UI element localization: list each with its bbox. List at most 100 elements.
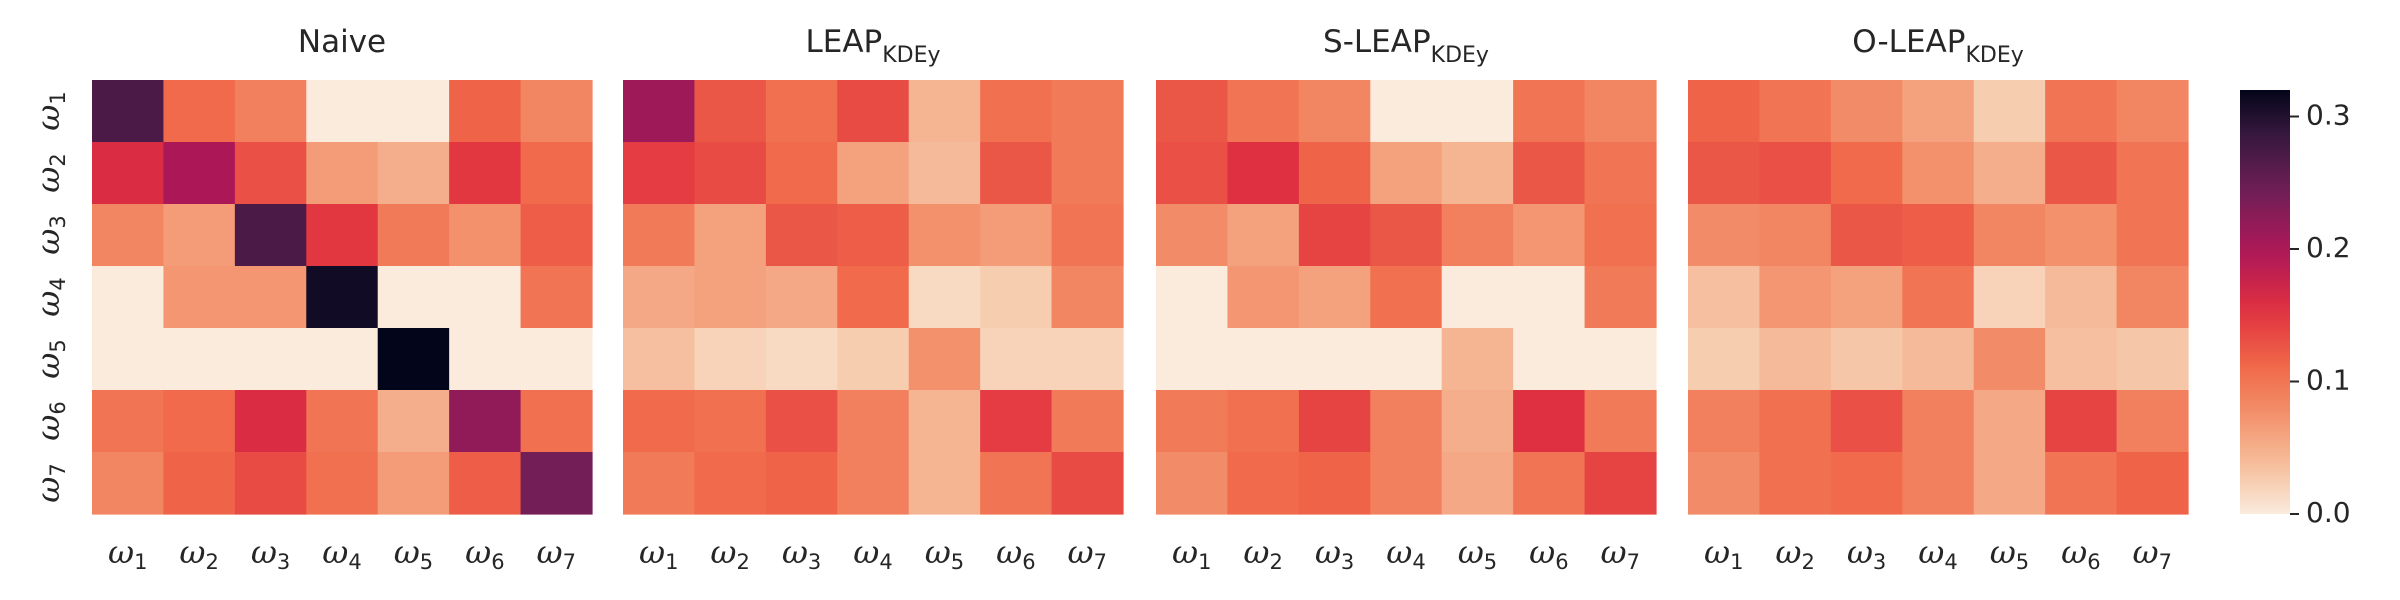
heatmap-cell (1370, 390, 1443, 453)
heatmap-cell (980, 266, 1053, 329)
panel-title: S-LEAPKDEy (1323, 24, 1489, 68)
heatmap-cell (980, 80, 1053, 143)
heatmap-cell (1759, 452, 1832, 515)
heatmap-cell (449, 80, 522, 143)
heatmap-cell (306, 80, 379, 143)
heatmap-cell (765, 328, 838, 391)
heatmap-cell (908, 142, 981, 205)
heatmap-cell (2045, 142, 2118, 205)
heatmap-cell (980, 390, 1053, 453)
heatmap-cell (163, 452, 236, 515)
heatmap-cell (1298, 452, 1371, 515)
colorbar-tick-label: 0.0 (2306, 496, 2351, 529)
heatmap-cell (1370, 266, 1443, 329)
heatmap-cell (623, 80, 696, 143)
heatmap-cell (92, 80, 165, 143)
heatmap-cell (1051, 142, 1124, 205)
heatmap-cell (2116, 452, 2189, 515)
heatmap-cell (1688, 80, 1761, 143)
heatmap-cell (377, 266, 450, 329)
x-tick-label: ω2 (1243, 533, 1282, 575)
heatmap-cell (234, 452, 307, 515)
heatmap-cell (449, 204, 522, 267)
heatmap-cell (623, 328, 696, 391)
x-tick-label: ω1 (1704, 533, 1743, 575)
heatmap-cell (908, 452, 981, 515)
heatmap-cell (306, 328, 379, 391)
panel-title: O-LEAPKDEy (1852, 24, 2024, 68)
heatmap-cell (2045, 266, 2118, 329)
heatmap-cell (1298, 204, 1371, 267)
heatmap-cell (163, 204, 236, 267)
heatmap-cell (1902, 328, 1975, 391)
heatmap-cell (837, 80, 910, 143)
heatmap-cell (837, 204, 910, 267)
heatmap-cell (694, 266, 767, 329)
x-tick-label: ω7 (1068, 533, 1107, 575)
x-tick-label: ω3 (251, 533, 290, 575)
heatmap-cell (306, 390, 379, 453)
heatmap-cell (623, 390, 696, 453)
colorbar-tick-label: 0.3 (2306, 99, 2351, 132)
heatmap-panel-2: LEAPKDEy ω1 ω2 ω3 ω4 ω5 ω6 ω7 (623, 24, 1124, 574)
heatmap-cell (1156, 80, 1229, 143)
heatmap-cell (1688, 142, 1761, 205)
heatmap-cell (1830, 142, 1903, 205)
heatmap-cell (520, 452, 593, 515)
heatmap-cell (1441, 452, 1514, 515)
heatmap-cell (1584, 80, 1657, 143)
heatmap-cell (1513, 328, 1586, 391)
y-tick-label: ω7 (29, 463, 71, 502)
heatmap-cell (520, 142, 593, 205)
heatmap-cell (1759, 204, 1832, 267)
heatmap-cell (1227, 390, 1300, 453)
heatmap-cell (765, 390, 838, 453)
heatmap-cell (1973, 80, 2046, 143)
heatmap-cell (377, 452, 450, 515)
heatmap-cell (377, 80, 450, 143)
heatmap-cell (306, 142, 379, 205)
heatmap-cell (1759, 328, 1832, 391)
heatmap-cell (520, 204, 593, 267)
heatmap-cell (163, 390, 236, 453)
heatmap-cell (2116, 266, 2189, 329)
heatmap-cell (1370, 328, 1443, 391)
heatmap-cell (765, 452, 838, 515)
x-tick-label: ω4 (322, 533, 361, 575)
heatmap-cell (1227, 204, 1300, 267)
heatmap-cell (2045, 204, 2118, 267)
heatmap-cell (1759, 390, 1832, 453)
heatmap-cell (1227, 142, 1300, 205)
x-tick-label: ω3 (1847, 533, 1886, 575)
heatmap-panel-1: Naive ω1 ω2 ω3 ω4 ω5 ω6 ω7 ω1 ω2 ω3 ω4 ω5 ω6 ω7 (29, 24, 593, 574)
heatmap-cell (694, 204, 767, 267)
heatmap-cell (694, 142, 767, 205)
heatmap-cell (1051, 328, 1124, 391)
heatmap-cell (837, 452, 910, 515)
heatmap-cell (234, 390, 307, 453)
x-tick-label: ω1 (639, 533, 678, 575)
heatmap-cell (1370, 80, 1443, 143)
heatmap-cell (765, 142, 838, 205)
x-tick-label: ω5 (925, 533, 964, 575)
heatmap-cell (234, 266, 307, 329)
heatmap-cell (377, 328, 450, 391)
y-tick-label: ω3 (29, 215, 71, 254)
heatmap-cell (1227, 80, 1300, 143)
x-tick-label: ω2 (710, 533, 749, 575)
heatmap-cell (234, 142, 307, 205)
heatmap-cell (520, 390, 593, 453)
heatmap-cell (623, 142, 696, 205)
heatmap-cell (2116, 142, 2189, 205)
heatmap-cell (1513, 452, 1586, 515)
heatmap-panel-3: S-LEAPKDEy ω1 ω2 ω3 ω4 ω5 ω6 ω7 (1156, 24, 1657, 574)
heatmap-cell (1441, 266, 1514, 329)
heatmap-cell (449, 142, 522, 205)
heatmap-cell (908, 390, 981, 453)
heatmap-cell (377, 142, 450, 205)
heatmap-cell (1830, 390, 1903, 453)
heatmap-cell (1298, 390, 1371, 453)
heatmap-cell (1441, 204, 1514, 267)
heatmap-cell (1584, 142, 1657, 205)
heatmap-cell (306, 204, 379, 267)
